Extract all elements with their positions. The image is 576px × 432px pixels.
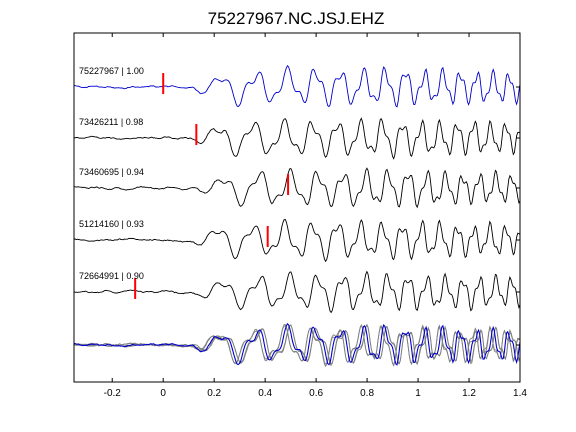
- axes-frame: [73, 32, 521, 383]
- trace-label: 75227967 | 1.00: [79, 66, 144, 76]
- trace-75227967: [73, 65, 521, 108]
- x-tick-label: 1: [415, 388, 421, 399]
- trace-73460695: [73, 167, 521, 209]
- trace-label: 73426211 | 0.98: [79, 117, 143, 127]
- trace-label: 73460695 | 0.94: [79, 167, 144, 177]
- chart-title: 75227967.NC.JSJ.EHZ: [208, 9, 385, 28]
- trace-label: 72664991 | 0.90: [79, 271, 144, 281]
- trace-label: 51214160 | 0.93: [79, 219, 144, 229]
- x-tick-label: 1.4: [513, 388, 527, 399]
- x-tick-label: 0.6: [309, 388, 323, 399]
- overlay-reference-trace: [73, 322, 521, 366]
- trace-51214160: [73, 218, 521, 263]
- x-tick-label: -0.2: [104, 388, 122, 399]
- x-tick-label: 0.2: [207, 388, 221, 399]
- x-axis: -0.2 0 0.2 0.4 0.6 0.8 1 1.2 1.4: [104, 33, 527, 399]
- x-tick-label: 0.4: [258, 388, 272, 399]
- trace-72664991: [73, 270, 521, 314]
- plot-area: 75227967 | 1.00 73426211 | 0.98 73460695 |…: [73, 65, 521, 368]
- x-tick-label: 0: [160, 388, 166, 399]
- x-tick-label: 1.2: [462, 388, 476, 399]
- x-tick-label: 0.8: [360, 388, 374, 399]
- y-axis-ticks: [516, 86, 520, 346]
- trace-73426211: [73, 117, 521, 160]
